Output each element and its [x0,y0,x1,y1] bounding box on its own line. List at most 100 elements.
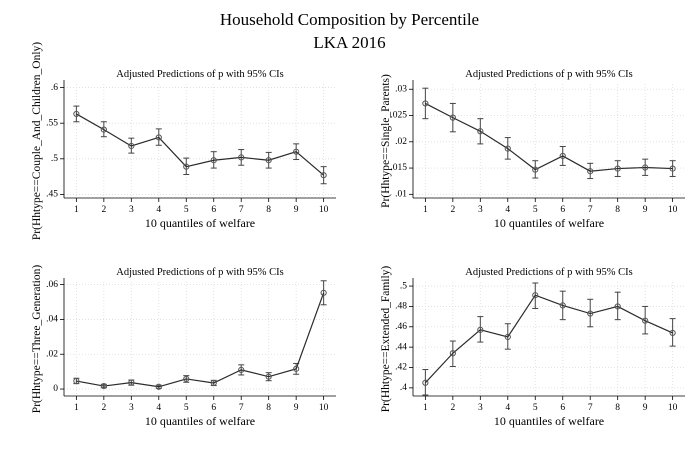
x-tick-label: 10 [668,205,678,215]
data-point [504,333,511,341]
x-tick-label: 7 [588,403,593,413]
x-tick-label: 2 [450,205,455,215]
x-tick-label: 1 [74,403,79,413]
y-tick-label: .48 [395,302,407,312]
x-tick-label: 3 [129,205,134,215]
y-tick-label: .5 [51,154,58,164]
data-point [614,303,621,310]
data-point [238,154,245,161]
y-axis-label: Pr(Hhtype==Three_Generation) [31,265,43,414]
x-tick-label: 5 [533,205,538,215]
x-tick-label: 9 [643,403,648,413]
x-tick-label: 9 [294,205,299,215]
y-tick-label: .03 [395,84,407,94]
data-point [210,157,217,164]
x-tick-label: 8 [615,403,620,413]
data-point [422,100,429,107]
x-tick-label: 1 [74,205,79,215]
y-axis-label: Pr(Hhtype==Couple_And_Children_Only) [31,42,43,240]
y-tick-label: .42 [395,363,407,373]
page-title: Household Composition by Percentile [219,10,480,29]
x-tick-label: 6 [560,205,565,215]
x-tick-label: 7 [239,403,244,413]
x-tick-label: 6 [211,205,216,215]
x-tick-label: 8 [266,205,271,215]
y-tick-label: .02 [395,137,407,147]
data-point [532,166,539,173]
x-axis-label: 10 quantiles of welfare [494,414,604,428]
chart-panel-extended-family: Adjusted Predictions of p with 95% CIs .4… [380,266,685,428]
y-tick-label: .6 [51,83,58,93]
data-point [642,317,649,324]
y-tick-label: .4 [400,383,407,393]
x-tick-label: 4 [156,205,161,215]
x-tick-label: 4 [505,403,510,413]
series-line [76,113,325,176]
x-tick-label: 3 [478,403,483,413]
x-tick-label: 9 [294,403,299,413]
series-line [76,292,325,388]
data-point [155,383,162,390]
data-point [614,165,621,172]
y-tick-label: .45 [46,190,58,200]
series-line [425,102,673,172]
y-tick-label: .46 [395,322,407,332]
y-tick-label: .55 [46,118,58,128]
x-tick-label: 3 [129,403,134,413]
data-point [320,289,327,296]
y-tick-label: .06 [46,280,58,290]
chart-panel-couple-children: Adjusted Predictions of p with 95% CIs .4… [31,42,336,240]
data-point [559,302,566,309]
data-point [73,110,80,118]
data-point [669,329,676,336]
data-point [73,377,80,385]
x-tick-label: 9 [643,205,648,215]
x-tick-label: 2 [101,205,106,215]
y-tick-label: 0 [53,384,58,394]
data-point [587,168,594,175]
data-point [183,375,190,383]
chart-title: Adjusted Predictions of p with 95% CIs [116,69,283,80]
x-tick-label: 10 [668,403,678,413]
y-tick-label: .44 [395,342,407,352]
data-point [532,292,539,299]
y-tick-label: .04 [46,315,58,325]
x-tick-label: 6 [211,403,216,413]
data-point [449,350,456,357]
data-point [642,164,649,171]
y-tick-label: .025 [390,111,407,121]
data-point [293,148,300,155]
x-tick-label: 5 [184,205,189,215]
data-point [504,145,511,152]
y-tick-label: .5 [400,281,407,291]
chart-panel-three-generation: Adjusted Predictions of p with 95% CIs 0.… [31,265,336,428]
y-axis-label: Pr(Hhtype==Extended_Family) [380,266,392,413]
chart-title: Adjusted Predictions of p with 95% CIs [116,267,283,278]
data-point [210,379,217,387]
x-axis-label: 10 quantiles of welfare [494,216,604,230]
data-point [265,373,272,380]
data-point [100,126,107,133]
x-axis-label: 10 quantiles of welfare [145,414,255,428]
x-tick-label: 3 [478,205,483,215]
data-point [155,134,162,141]
data-point [449,114,456,121]
x-tick-label: 4 [156,403,161,413]
x-tick-label: 4 [505,205,510,215]
x-tick-label: 10 [319,403,329,413]
x-tick-label: 6 [560,403,565,413]
data-point [265,157,272,164]
y-tick-label: .015 [390,163,407,173]
x-tick-label: 1 [423,205,428,215]
x-tick-label: 2 [101,403,106,413]
data-point [183,163,190,170]
x-tick-label: 5 [184,403,189,413]
x-tick-label: 1 [423,403,428,413]
y-axis-label: Pr(Hhtype==Single_Parents) [380,74,392,208]
data-point [128,142,135,150]
chart-title: Adjusted Predictions of p with 95% CIs [465,267,632,278]
chart-title: Adjusted Predictions of p with 95% CIs [465,69,632,80]
data-point [422,379,429,386]
x-axis-label: 10 quantiles of welfare [145,216,255,230]
data-point [320,172,327,179]
